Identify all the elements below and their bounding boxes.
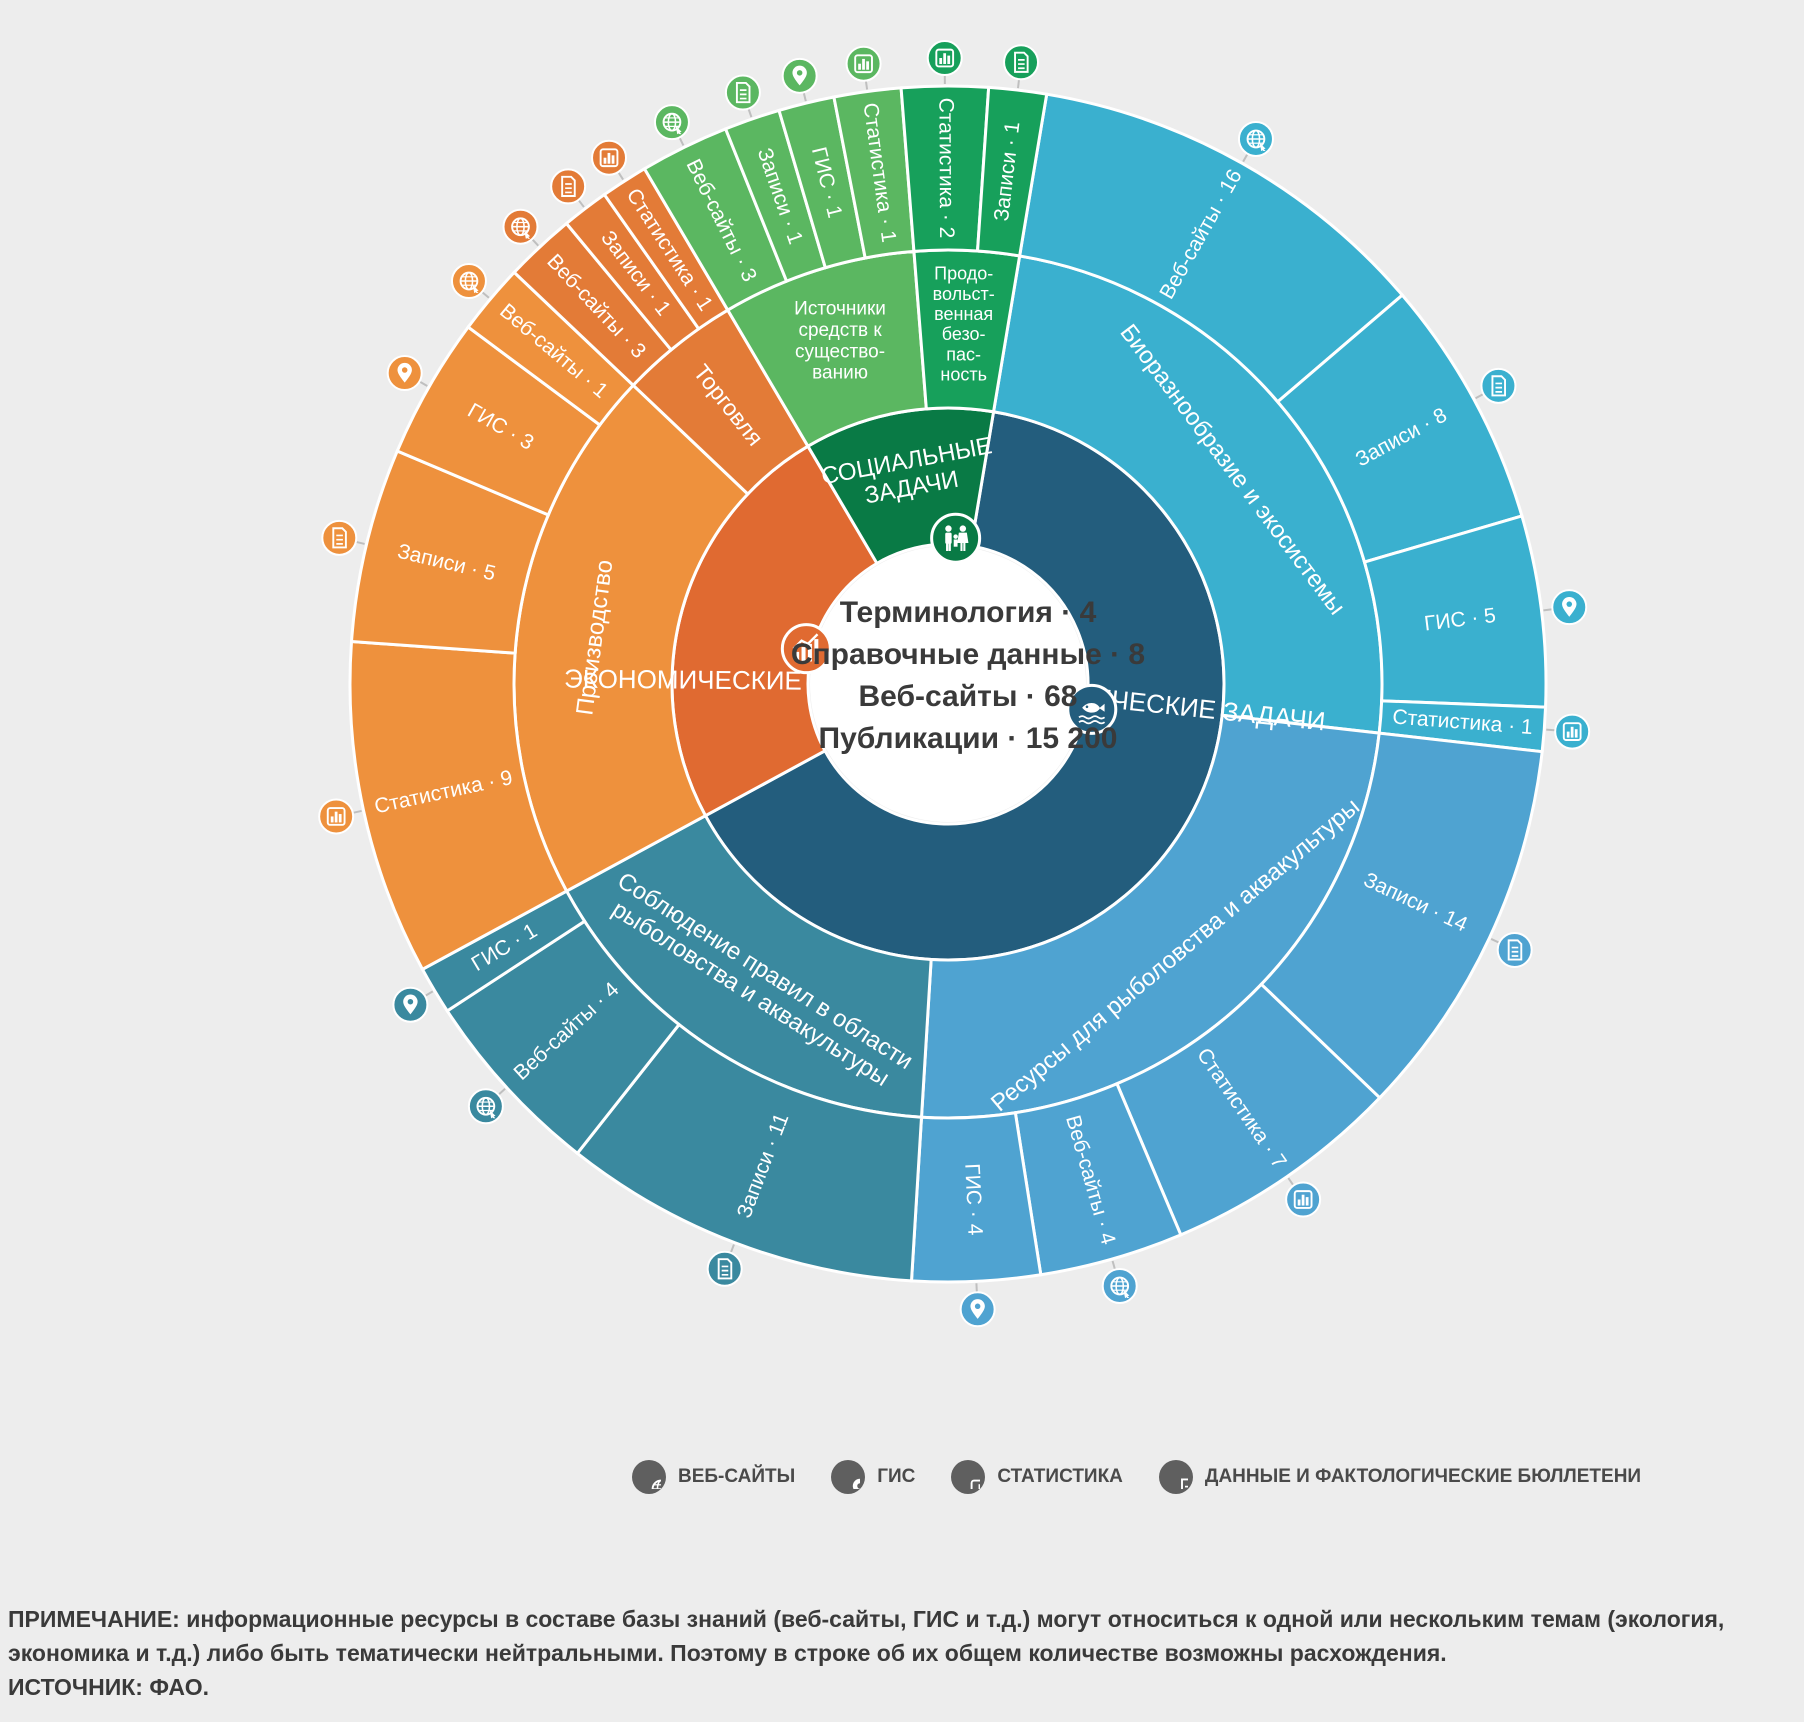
globe-icon xyxy=(632,1460,666,1494)
subcategory-label-text: Источники xyxy=(794,299,886,320)
legend-item-gis: ГИС xyxy=(831,1460,915,1494)
resource-label-text: ГИС · 4 xyxy=(960,1163,986,1236)
legend-label-gis: ГИС xyxy=(877,1466,916,1487)
fish-icon xyxy=(1066,683,1118,735)
globe-icon xyxy=(653,104,690,146)
resource-segment xyxy=(975,85,1049,258)
resource-label: ГИС · 4 xyxy=(960,1163,986,1236)
legend-label-documents: ДАННЫЕ И ФАКТОЛОГИЧЕСКИЕ БЮЛЛЕТЕНИ xyxy=(1204,1466,1642,1487)
subcategory-label-text: ванию xyxy=(812,363,868,384)
center-disc xyxy=(810,546,1086,822)
bar-chart-icon xyxy=(1546,713,1591,750)
subcategory-label-text: средств к xyxy=(798,320,882,341)
footnote-source: ИСТОЧНИК: ФАО. xyxy=(8,1674,209,1700)
footnote-note: ПРИМЕЧАНИЕ: информационные ресурсы в сос… xyxy=(8,1606,1725,1666)
map-pin-icon xyxy=(1543,589,1588,626)
legend: ВЕБ-САЙТЫ ГИС СТАТИСТИКА ДАННЫЕ И ФАКТОЛ… xyxy=(632,1460,1641,1494)
legend-label-statistics: СТАТИСТИКА xyxy=(997,1466,1123,1487)
center-reference-data: Справочные данные · 8 xyxy=(791,638,1145,671)
center-text: Терминология · 4 Справочные данные · 8 В… xyxy=(791,596,1145,755)
bar-chart-icon xyxy=(591,139,628,181)
map-pin-icon xyxy=(959,1283,996,1328)
subcategory-label-text: Продо- xyxy=(934,264,993,284)
map-pin-icon xyxy=(392,986,434,1023)
bar-chart-icon xyxy=(318,798,362,835)
legend-label-websites: ВЕБ-САЙТЫ xyxy=(678,1466,796,1487)
document-icon xyxy=(1475,367,1517,404)
document-icon xyxy=(321,519,365,556)
document-icon xyxy=(706,1244,743,1287)
globe-icon xyxy=(1237,120,1274,163)
subcategory-label-text: венная xyxy=(934,304,993,324)
globe-icon xyxy=(1101,1260,1138,1304)
legend-item-websites: ВЕБ-САЙТЫ xyxy=(632,1460,795,1494)
document-icon xyxy=(1158,1460,1193,1494)
growth-chart-icon xyxy=(780,623,832,675)
category-label-econ: ЭКОНОМИЧЕСКИЕ ЗАДАЧИ xyxy=(564,664,912,697)
legend-item-documents: ДАННЫЕ И ФАКТОЛОГИЧЕСКИЕ БЮЛЛЕТЕНИ xyxy=(1158,1460,1642,1494)
category-label-econ-text: ЭКОНОМИЧЕСКИЕ ЗАДАЧИ xyxy=(564,664,912,697)
document-icon xyxy=(550,168,587,208)
document-icon xyxy=(724,74,761,118)
bar-chart-icon xyxy=(845,45,882,90)
bar-chart-icon xyxy=(926,40,963,85)
segments-layer xyxy=(348,84,1548,1284)
map-pin-icon xyxy=(386,355,428,392)
subcategory-label-text: существо- xyxy=(795,341,885,362)
resource-label-text: Статистика · 2 xyxy=(934,98,958,239)
subcategory-label-text: вольст- xyxy=(933,284,995,304)
map-pin-icon xyxy=(781,57,818,102)
globe-icon xyxy=(467,1087,506,1125)
document-icon xyxy=(1490,931,1533,968)
globe-icon xyxy=(502,208,539,247)
subcategory-label-text: безо- xyxy=(942,324,986,344)
bar-chart-icon xyxy=(1285,1177,1322,1218)
map-pin-icon xyxy=(831,1460,866,1494)
resource-label: Статистика · 2 xyxy=(934,98,958,239)
subcategory-label-text: пас- xyxy=(946,344,981,364)
markers-layer xyxy=(318,40,1591,1328)
bar-chart-icon xyxy=(951,1460,986,1494)
subcategory-label-text: ность xyxy=(940,364,987,384)
document-icon xyxy=(1003,44,1040,89)
family-icon xyxy=(930,512,982,564)
center-publications: Публикации · 15 200 xyxy=(819,722,1118,755)
center-terminology: Терминология · 4 xyxy=(840,596,1097,629)
globe-icon xyxy=(450,263,490,300)
legend-item-statistics: СТАТИСТИКА xyxy=(951,1460,1123,1494)
center-websites: Веб-сайты · 68 xyxy=(859,680,1078,713)
footnote: ПРИМЕЧАНИЕ: информационные ресурсы в сос… xyxy=(8,1602,1798,1704)
